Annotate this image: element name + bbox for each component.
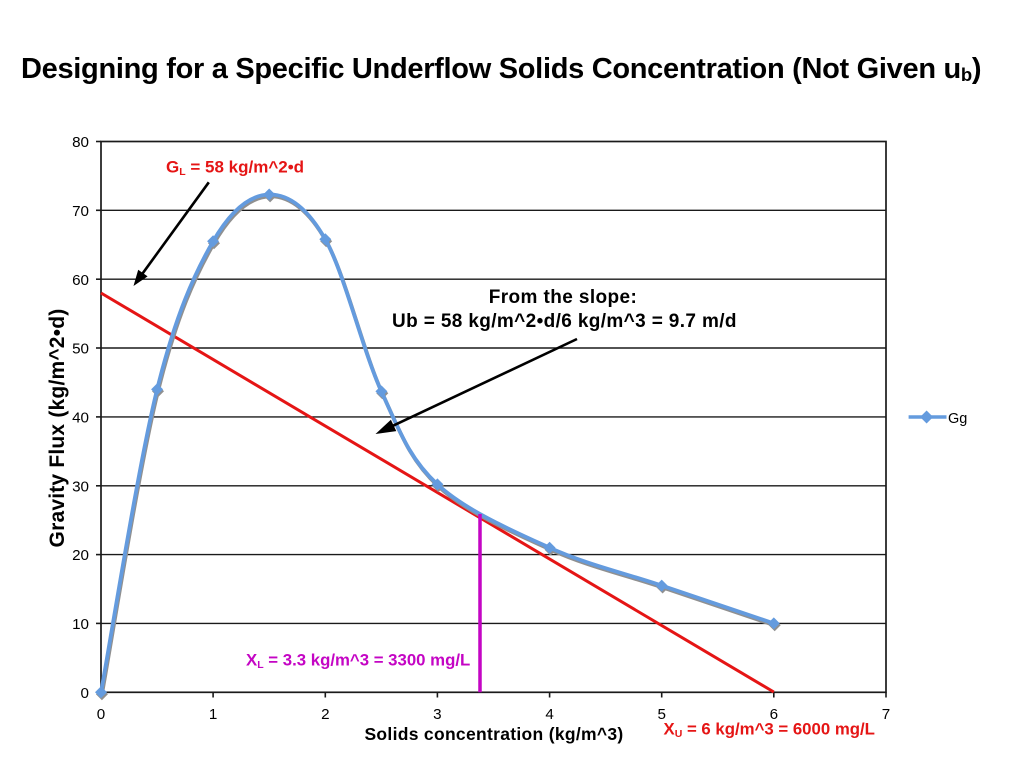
svg-text:1: 1	[209, 706, 217, 723]
svg-text:5: 5	[657, 706, 665, 723]
svg-text:70: 70	[72, 203, 89, 220]
svg-text:4: 4	[545, 706, 553, 723]
svg-text:3: 3	[433, 706, 441, 723]
svg-text:2: 2	[321, 706, 329, 723]
svg-text:GL = 58 kg/m^2•d: GL = 58 kg/m^2•d	[166, 158, 304, 179]
svg-text:40: 40	[72, 410, 89, 427]
svg-text:50: 50	[72, 341, 89, 358]
svg-text:0: 0	[97, 706, 105, 723]
svg-text:20: 20	[72, 547, 89, 564]
svg-text:80: 80	[72, 134, 89, 151]
svg-text:10: 10	[72, 616, 89, 633]
svg-text:60: 60	[72, 272, 89, 289]
svg-text:Designing for a Specific Under: Designing for a Specific Underflow Solid…	[21, 53, 981, 85]
svg-text:Gravity Flux (kg/m^2•d): Gravity Flux (kg/m^2•d)	[46, 309, 69, 548]
svg-text:From the slope:: From the slope:	[489, 287, 638, 308]
svg-text:7: 7	[882, 706, 890, 723]
svg-text:0: 0	[81, 685, 89, 702]
svg-text:30: 30	[72, 478, 89, 495]
svg-text:6: 6	[770, 706, 778, 723]
svg-text:Solids concentration (kg/m^3): Solids concentration (kg/m^3)	[364, 724, 623, 744]
svg-text:XL = 3.3 kg/m^3 = 3300 mg/L: XL = 3.3 kg/m^3 = 3300 mg/L	[246, 651, 470, 672]
svg-text:XU = 6 kg/m^3 = 6000 mg/L: XU = 6 kg/m^3 = 6000 mg/L	[664, 720, 875, 741]
svg-text:Ub = 58 kg/m^2•d/6 kg/m^3 = 9.: Ub = 58 kg/m^2•d/6 kg/m^3 = 9.7 m/d	[392, 311, 737, 332]
svg-text:Gg: Gg	[948, 411, 967, 427]
